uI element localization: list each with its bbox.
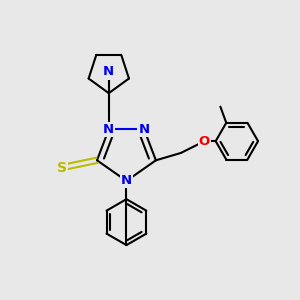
Text: N: N: [121, 174, 132, 188]
Text: N: N: [103, 123, 114, 136]
Text: N: N: [139, 123, 150, 136]
Text: S: S: [57, 161, 67, 175]
Text: O: O: [199, 135, 210, 148]
Text: N: N: [103, 65, 114, 79]
